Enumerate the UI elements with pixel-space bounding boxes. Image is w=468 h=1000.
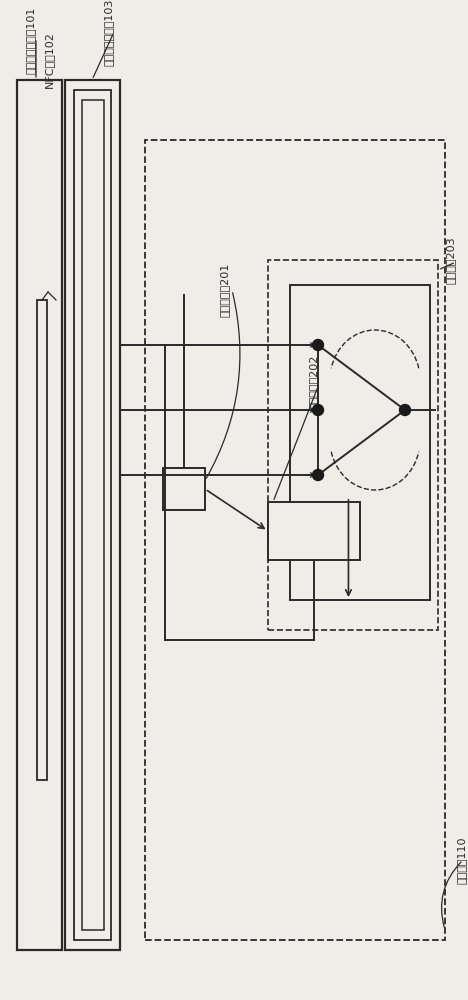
Text: 数字转换器面板103: 数字转换器面板103: [104, 0, 114, 66]
Bar: [268, 502, 360, 560]
Text: 输入控制器202: 输入控制器202: [309, 355, 319, 409]
Bar: [65, 80, 120, 950]
Bar: [290, 285, 430, 600]
Text: NFC天线102: NFC天线102: [44, 32, 54, 88]
Text: 控制电路110: 控制电路110: [457, 836, 467, 884]
Circle shape: [313, 340, 323, 351]
Text: 输入传感器201: 输入传感器201: [220, 263, 230, 317]
Text: 输入开关203: 输入开关203: [446, 236, 456, 284]
Text: 电容式触接面板101: 电容式触接面板101: [26, 6, 36, 74]
Bar: [145, 140, 445, 940]
Bar: [74, 90, 111, 940]
Bar: [17, 80, 62, 950]
Circle shape: [400, 404, 410, 416]
Bar: [163, 468, 205, 510]
Bar: [82, 100, 104, 930]
Bar: [37, 300, 47, 780]
Circle shape: [313, 404, 323, 416]
Circle shape: [313, 470, 323, 481]
Bar: [268, 260, 438, 630]
